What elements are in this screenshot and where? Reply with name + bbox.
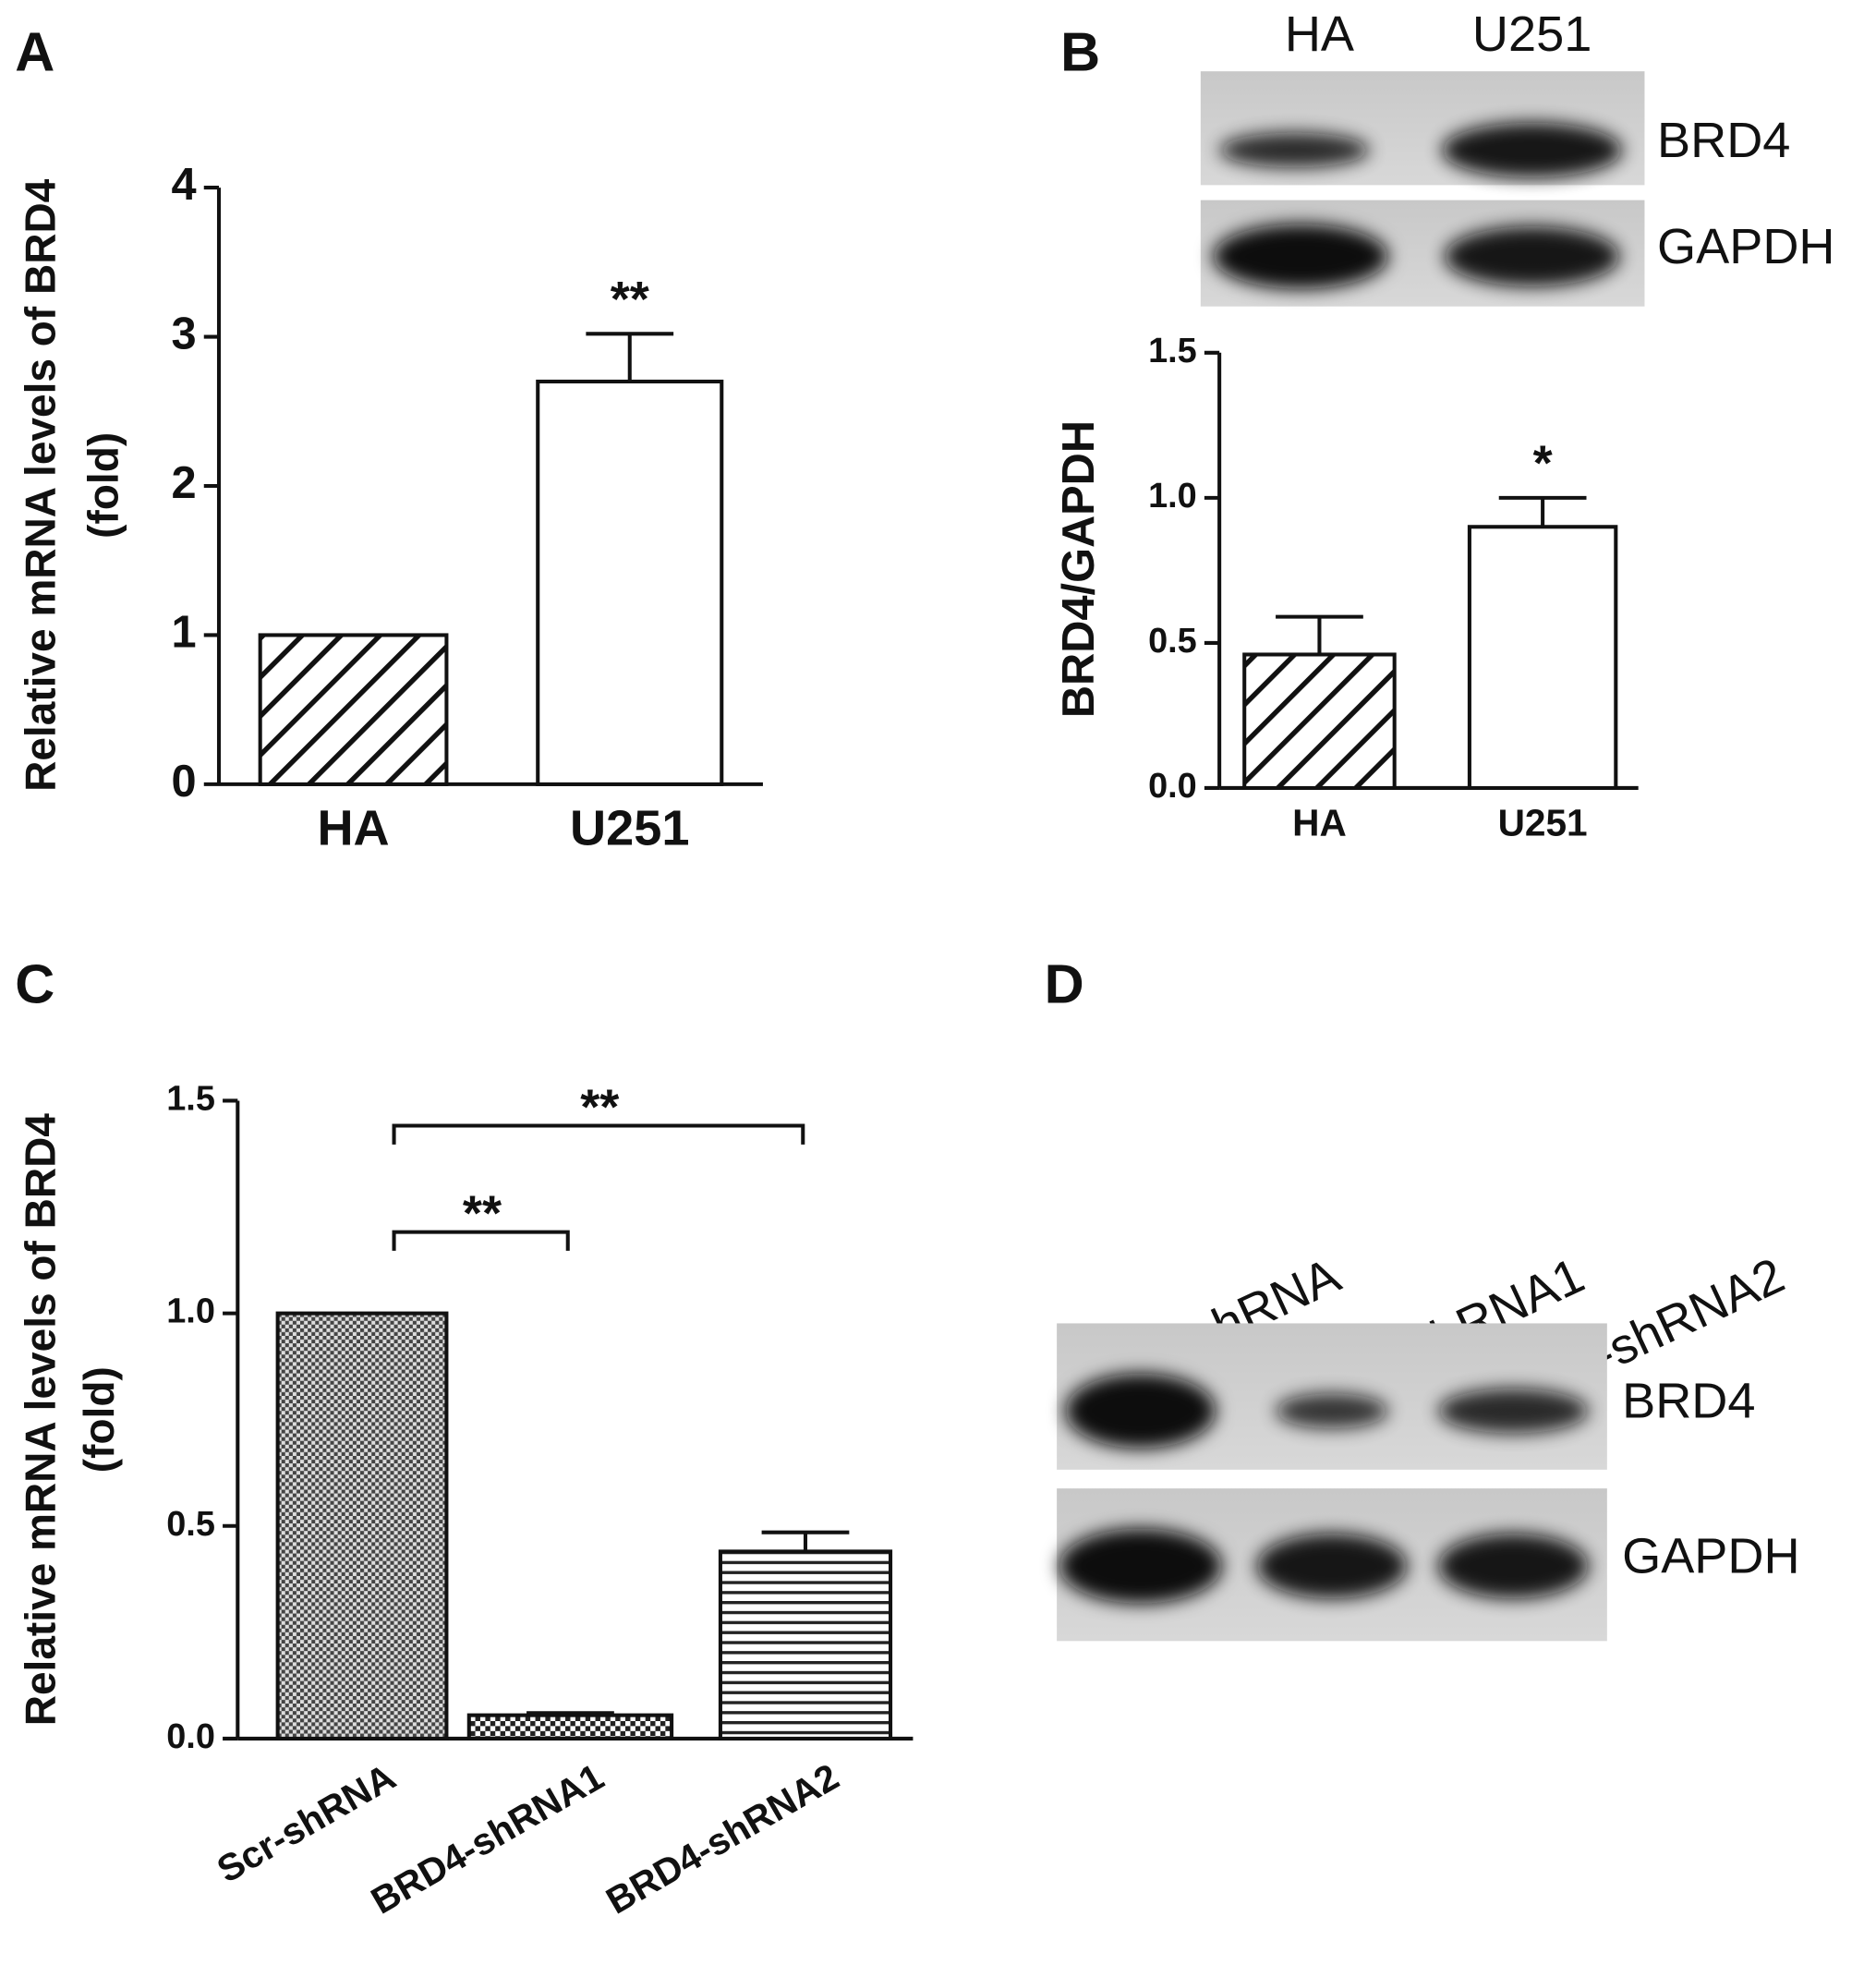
blot-band: [1256, 1533, 1408, 1599]
significance-label: **: [463, 1186, 502, 1242]
row-label: BRD4: [1657, 113, 1790, 168]
x-tick-label: BRD4-shRNA2: [599, 1755, 845, 1923]
error-bar: [1498, 495, 1587, 528]
significance-bracket: [392, 1123, 805, 1145]
error-bar: [1276, 614, 1363, 655]
significance-label: **: [580, 1080, 620, 1135]
blot-band: [1219, 132, 1370, 168]
lane-label: U251: [1472, 6, 1592, 62]
blot-band: [1438, 1533, 1589, 1599]
bar: [275, 1311, 449, 1741]
blot-band: [1213, 224, 1388, 289]
significance-label: **: [611, 272, 650, 327]
bar: [536, 379, 724, 786]
y-tick-label: 0.0: [166, 1717, 215, 1756]
x-tick-label: Scr-shRNA: [210, 1755, 403, 1891]
panel-label: A: [15, 21, 54, 83]
lane-label: HA: [1285, 6, 1354, 62]
blot-band: [1442, 122, 1623, 178]
y-tick-label: 0.5: [166, 1505, 215, 1544]
bar: [1467, 525, 1618, 790]
row-label: GAPDH: [1657, 219, 1835, 274]
y-tick-label: 1: [172, 607, 197, 657]
x-tick-label: HA: [1292, 801, 1347, 843]
bar: [466, 1713, 674, 1741]
y-axis-label: (fold): [75, 1366, 123, 1473]
significance-bracket: [392, 1230, 570, 1251]
y-tick-label: 1.5: [1148, 332, 1197, 370]
blot-band: [1438, 1388, 1589, 1434]
bar: [718, 1549, 893, 1741]
y-tick-label: 1.0: [166, 1292, 215, 1331]
bar: [1242, 652, 1397, 790]
x-tick-label: HA: [317, 801, 389, 856]
error-bar: [526, 1711, 614, 1716]
x-tick-label: U251: [1498, 801, 1588, 843]
significance-label: *: [1533, 435, 1554, 491]
y-tick-label: 1.5: [166, 1079, 215, 1118]
panel-label: C: [15, 952, 54, 1014]
panel-label: B: [1060, 21, 1100, 83]
y-tick-label: 3: [172, 309, 197, 358]
y-tick-label: 1.0: [1148, 477, 1197, 516]
y-tick-label: 0: [172, 757, 197, 807]
blot-band: [1444, 226, 1620, 287]
blot-band: [1065, 1373, 1216, 1449]
y-tick-label: 2: [172, 458, 197, 508]
bar: [258, 633, 449, 786]
y-axis-label: (fold): [79, 432, 127, 539]
y-tick-label: 0.5: [1148, 622, 1197, 661]
blot-band: [1059, 1528, 1222, 1604]
error-bar: [761, 1530, 850, 1552]
y-axis-label: Relative mRNA levels of BRD4: [17, 1113, 65, 1727]
panel-label: D: [1045, 952, 1084, 1014]
blot-band: [1276, 1393, 1388, 1429]
y-tick-label: 4: [172, 160, 197, 210]
y-axis-label: BRD4/GAPDH: [1054, 420, 1104, 718]
x-tick-label: BRD4-shRNA1: [364, 1755, 611, 1923]
row-label: GAPDH: [1622, 1529, 1800, 1584]
error-bar: [586, 332, 674, 382]
y-axis-label: Relative mRNA levels of BRD4: [17, 178, 65, 792]
row-label: BRD4: [1622, 1374, 1755, 1429]
y-tick-label: 0.0: [1148, 767, 1197, 806]
x-tick-label: U251: [570, 801, 689, 856]
